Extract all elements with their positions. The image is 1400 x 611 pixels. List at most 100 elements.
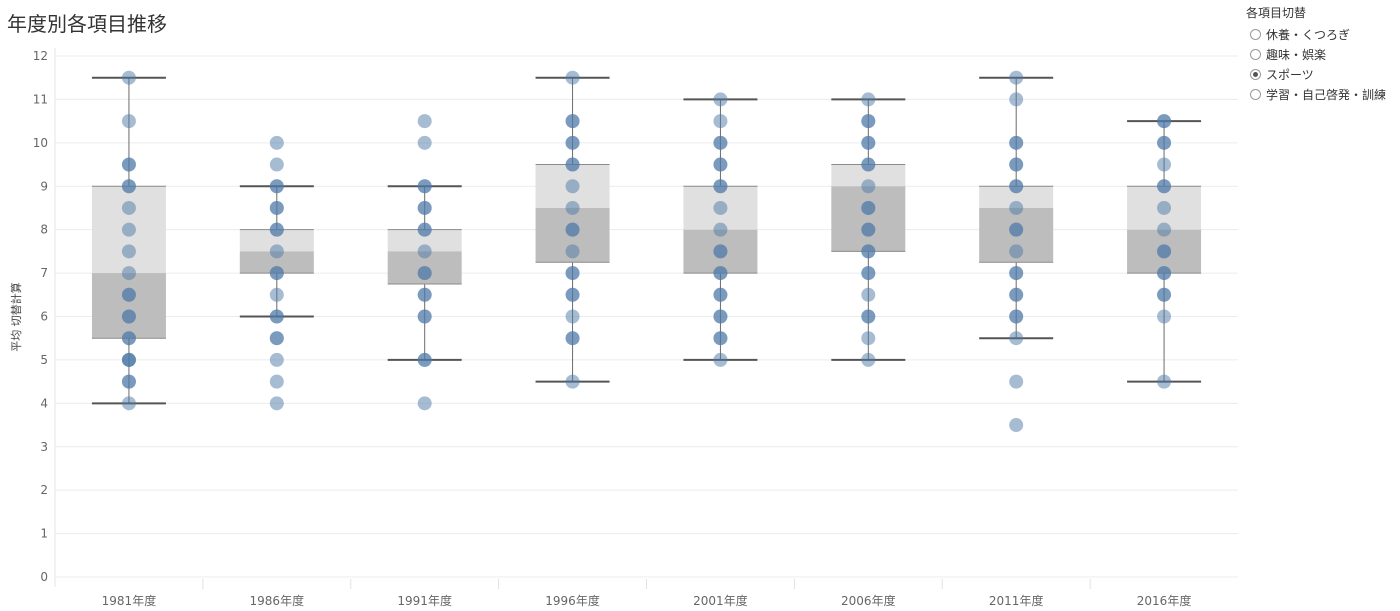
- data-point: [1157, 309, 1172, 324]
- data-point: [417, 266, 432, 281]
- y-tick-label: 0: [40, 570, 48, 584]
- legend-option[interactable]: 休養・くつろぎ: [1246, 24, 1386, 44]
- data-point: [713, 92, 728, 107]
- data-point: [861, 92, 876, 107]
- box-upper: [831, 164, 906, 187]
- box-upper: [239, 229, 314, 252]
- y-tick-label: 3: [40, 440, 48, 454]
- data-point: [1009, 157, 1024, 172]
- data-point: [417, 135, 432, 150]
- y-tick-label: 5: [40, 353, 48, 367]
- legend-option-label: スポーツ: [1266, 67, 1314, 82]
- data-point: [713, 114, 728, 129]
- data-point: [713, 244, 728, 259]
- data-point: [565, 309, 580, 324]
- category-switch-legend: 各項目切替 休養・くつろぎ趣味・娯楽スポーツ学習・自己啓発・訓練: [1246, 4, 1386, 104]
- data-point: [713, 200, 728, 215]
- y-tick-label: 9: [40, 179, 48, 193]
- data-point: [565, 114, 580, 129]
- legend-option[interactable]: 学習・自己啓発・訓練: [1246, 84, 1386, 104]
- data-point: [1009, 331, 1024, 346]
- y-tick-label: 4: [40, 396, 48, 410]
- data-point: [565, 70, 580, 85]
- legend-option[interactable]: スポーツ: [1246, 64, 1386, 84]
- data-point: [1157, 222, 1172, 237]
- data-point: [565, 157, 580, 172]
- legend-options: 休養・くつろぎ趣味・娯楽スポーツ学習・自己啓発・訓練: [1246, 24, 1386, 104]
- data-point: [861, 287, 876, 302]
- box-lower: [239, 251, 314, 274]
- y-tick-label: 12: [33, 49, 48, 63]
- x-tick-label: 1991年度: [397, 593, 452, 608]
- data-point: [1157, 179, 1172, 194]
- data-point: [121, 70, 136, 85]
- box-upper: [979, 186, 1054, 208]
- data-point: [1009, 135, 1024, 150]
- radio-icon[interactable]: [1250, 68, 1261, 80]
- radio-icon[interactable]: [1250, 88, 1261, 100]
- data-point: [861, 244, 876, 259]
- data-point: [1157, 114, 1172, 129]
- data-points: [121, 70, 1172, 433]
- legend-option-label: 趣味・娯楽: [1266, 47, 1327, 62]
- data-point: [861, 114, 876, 129]
- data-point: [269, 266, 284, 281]
- legend-option[interactable]: 趣味・娯楽: [1246, 44, 1386, 64]
- x-tick-label: 2016年度: [1137, 593, 1192, 608]
- data-point: [269, 222, 284, 237]
- data-point: [1009, 92, 1024, 107]
- data-point: [1157, 157, 1172, 172]
- data-point: [417, 244, 432, 259]
- radio-icon[interactable]: [1250, 28, 1261, 40]
- data-point: [269, 200, 284, 215]
- y-tick-label: 8: [40, 223, 48, 237]
- data-point: [1009, 418, 1024, 433]
- data-point: [1157, 244, 1172, 259]
- data-point: [1157, 374, 1172, 389]
- data-point: [565, 200, 580, 215]
- data-point: [121, 266, 136, 281]
- data-point: [269, 352, 284, 367]
- data-point: [713, 179, 728, 194]
- box-upper: [387, 229, 462, 252]
- data-point: [121, 114, 136, 129]
- box-lower: [91, 273, 166, 339]
- data-point: [713, 287, 728, 302]
- data-point: [565, 331, 580, 346]
- data-point: [565, 374, 580, 389]
- boxes: [91, 76, 1202, 405]
- data-point: [713, 352, 728, 367]
- data-point: [1157, 200, 1172, 215]
- x-axis-ticks: 1981年度 1986年度 1991年度 1996年度 2001年度 2006年度 2011…: [102, 593, 1192, 608]
- x-tick-label: 2011年度: [989, 593, 1044, 608]
- data-point: [269, 396, 284, 411]
- data-point: [565, 266, 580, 281]
- data-point: [417, 222, 432, 237]
- data-point: [1009, 374, 1024, 389]
- data-point: [565, 135, 580, 150]
- data-point: [861, 331, 876, 346]
- y-tick-label: 2: [40, 483, 48, 497]
- data-point: [417, 287, 432, 302]
- data-point: [121, 157, 136, 172]
- data-point: [861, 157, 876, 172]
- data-point: [1009, 222, 1024, 237]
- box-lower: [831, 186, 906, 252]
- data-point: [1009, 309, 1024, 324]
- legend-title: 各項目切替: [1246, 6, 1307, 20]
- data-point: [713, 135, 728, 150]
- data-point: [121, 396, 136, 411]
- y-tick-label: 10: [33, 136, 48, 150]
- legend-option-label: 学習・自己啓発・訓練: [1266, 87, 1387, 102]
- data-point: [417, 179, 432, 194]
- data-point: [1157, 135, 1172, 150]
- y-tick-label: 7: [40, 266, 48, 280]
- data-point: [1157, 266, 1172, 281]
- radio-icon[interactable]: [1250, 48, 1261, 60]
- data-point: [121, 287, 136, 302]
- data-point: [1009, 200, 1024, 215]
- y-axis-label: 平均 切替計算: [9, 282, 23, 352]
- data-point: [1157, 287, 1172, 302]
- data-point: [269, 309, 284, 324]
